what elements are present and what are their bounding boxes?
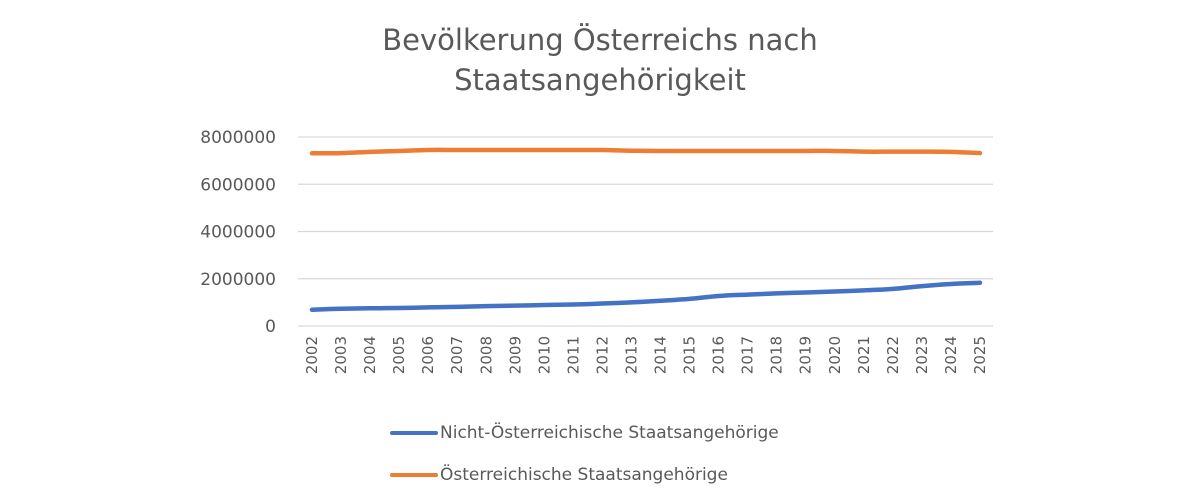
x-tick-label: 2017: [739, 336, 757, 374]
x-tick-label: 2014: [652, 336, 670, 374]
x-axis-ticks: 2002 2003 2004 2005 2006 2007 2008 2009 2010 2011…: [303, 336, 989, 374]
series-line: [309, 280, 983, 312]
legend-swatch-orange: [390, 473, 438, 477]
y-tick-label: 4000000: [200, 223, 276, 243]
x-tick-label: 2004: [361, 336, 379, 374]
series-lines: [309, 147, 983, 312]
x-tick-label: 2016: [710, 336, 728, 374]
x-tick-label: 2019: [797, 336, 815, 374]
legend-swatch-blue: [390, 431, 438, 435]
legend-item-austrian: Österreichische Staatsangehörige: [390, 454, 779, 496]
x-tick-label: 2025: [971, 336, 989, 374]
x-tick-label: 2003: [332, 336, 350, 374]
x-tick-label: 2021: [855, 336, 873, 374]
chart-title-line-2: Staatsangehörigkeit: [454, 63, 746, 97]
x-tick-label: 2022: [884, 336, 902, 374]
x-tick-label: 2018: [768, 336, 786, 374]
chart-title-line-1: Bevölkerung Österreichs nach: [382, 23, 818, 57]
legend-label: Nicht-Österreichische Staatsangehörige: [440, 423, 779, 443]
legend-label: Österreichische Staatsangehörige: [440, 465, 728, 485]
y-tick-label: 6000000: [200, 175, 276, 195]
x-tick-label: 2024: [942, 336, 960, 374]
x-tick-label: 2010: [535, 336, 553, 374]
x-tick-label: 2002: [303, 336, 321, 374]
x-tick-label: 2008: [477, 336, 495, 374]
gridlines: [298, 136, 993, 327]
legend: Nicht-Österreichische Staatsangehörige Ö…: [390, 412, 779, 496]
chart-title: Bevölkerung Österreichs nach Staatsangeh…: [0, 20, 1200, 100]
x-tick-label: 2007: [448, 336, 466, 374]
x-tick-label: 2011: [564, 336, 582, 374]
x-tick-label: 2015: [681, 336, 699, 374]
x-tick-label: 2005: [390, 336, 408, 374]
y-tick-label: 2000000: [200, 270, 276, 290]
y-tick-label: 0: [265, 317, 276, 337]
legend-item-non-austrian: Nicht-Österreichische Staatsangehörige: [390, 412, 779, 454]
x-tick-label: 2013: [622, 336, 640, 374]
x-tick-label: 2020: [826, 336, 844, 374]
y-axis-ticks: 0 2000000 4000000 6000000 8000000: [200, 128, 276, 337]
x-tick-label: 2012: [593, 336, 611, 374]
series-line: [309, 147, 983, 156]
x-tick-label: 2009: [506, 336, 524, 374]
x-tick-label: 2023: [913, 336, 931, 374]
x-tick-label: 2006: [419, 336, 437, 374]
y-tick-label: 8000000: [200, 128, 276, 148]
